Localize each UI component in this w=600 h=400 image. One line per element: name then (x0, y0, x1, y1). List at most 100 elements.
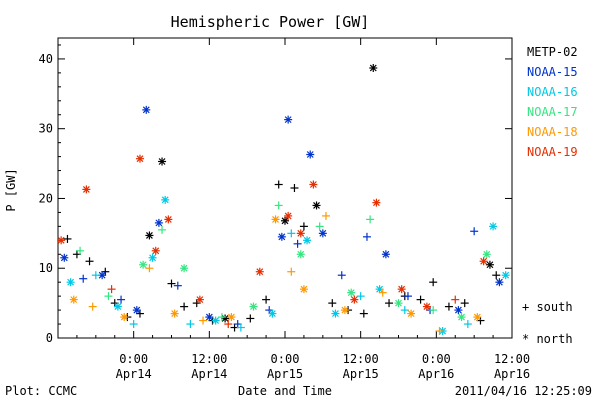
legend-noaa-17: NOAA-17 (527, 105, 578, 119)
x-tick-date: Apr15 (343, 367, 379, 381)
data-point-noaa-19 (284, 211, 293, 220)
data-point-noaa-15 (381, 250, 390, 259)
data-point-noaa-16 (463, 320, 472, 329)
data-point-noaa-19 (164, 215, 173, 224)
data-point-metp-02 (262, 295, 271, 304)
legend-noaa-16: NOAA-16 (527, 85, 578, 99)
data-point-noaa-16 (331, 309, 340, 318)
chart-title: Hemispheric Power [GW] (171, 13, 370, 31)
data-point-noaa-17 (180, 264, 189, 273)
data-point-metp-02 (485, 260, 494, 269)
data-point-noaa-15 (205, 313, 214, 322)
data-point-noaa-15 (306, 150, 315, 159)
data-point-noaa-18 (473, 313, 482, 322)
x-tick-time: 12:00 (343, 352, 379, 366)
data-point-noaa-15 (318, 229, 327, 238)
data-point-metp-02 (63, 234, 72, 243)
x-axis-label: Date and Time (238, 384, 332, 398)
y-axis-label: P [GW] (4, 168, 18, 211)
data-point-noaa-17 (315, 222, 324, 231)
data-point-noaa-15 (403, 292, 412, 301)
data-point-noaa-19 (422, 302, 431, 311)
data-point-noaa-15 (284, 115, 293, 124)
data-point-noaa-16 (236, 323, 245, 332)
data-point-noaa-16 (186, 320, 195, 329)
data-point-noaa-18 (120, 313, 129, 322)
data-point-noaa-15 (470, 227, 479, 236)
legend: METP-02 NOAA-15 NOAA-16 NOAA-17 NOAA-18 NOAA-… (527, 45, 578, 159)
data-point-metp-02 (492, 271, 501, 280)
data-point-noaa-17 (274, 201, 283, 210)
data-point-noaa-16 (356, 292, 365, 301)
data-point-noaa-19 (57, 236, 66, 245)
data-point-noaa-17 (429, 306, 438, 315)
data-point-metp-02 (369, 64, 378, 72)
data-point-metp-02 (180, 302, 189, 311)
data-point-noaa-15 (154, 218, 163, 227)
data-point-metp-02 (429, 278, 438, 287)
legend-noaa-18: NOAA-18 (527, 125, 578, 139)
x-tick-date: Apr16 (494, 367, 530, 381)
data-point-noaa-16 (148, 253, 157, 262)
data-point-noaa-15 (495, 278, 504, 287)
data-point-noaa-19 (195, 295, 204, 304)
x-tick-time: 0:00 (119, 352, 148, 366)
data-point-noaa-17 (249, 302, 258, 311)
y-tick-label: 20 (39, 191, 53, 205)
y-tick-label: 30 (39, 122, 53, 136)
data-point-noaa-15 (337, 271, 346, 280)
data-point-noaa-19 (397, 285, 406, 294)
data-point-metp-02 (167, 279, 176, 288)
x-axis: 0:00Apr1412:00Apr140:00Apr1512:00Apr150:… (76, 38, 530, 381)
data-point-noaa-16 (66, 278, 75, 287)
data-point-noaa-16 (287, 229, 296, 238)
data-point-noaa-17 (158, 225, 167, 234)
data-point-noaa-16 (489, 222, 498, 231)
data-points (57, 64, 510, 336)
x-tick-date: Apr16 (418, 367, 454, 381)
y-tick-label: 0 (46, 331, 53, 345)
data-point-noaa-17 (76, 246, 85, 255)
data-point-metp-02 (290, 184, 299, 192)
data-point-noaa-15 (277, 232, 286, 241)
data-point-noaa-19 (151, 246, 160, 255)
data-point-noaa-18 (340, 306, 349, 315)
data-point-noaa-19 (224, 320, 233, 329)
legend-south-marker: + south (522, 300, 573, 314)
data-point-noaa-16 (268, 309, 277, 318)
data-point-noaa-17 (104, 292, 113, 301)
data-point-noaa-15 (60, 253, 69, 262)
x-tick-time: 0:00 (422, 352, 451, 366)
x-tick-time: 0:00 (271, 352, 300, 366)
data-point-noaa-18 (170, 309, 179, 318)
data-point-metp-02 (385, 299, 394, 308)
data-point-noaa-16 (303, 236, 312, 245)
y-tick-label: 40 (39, 52, 53, 66)
data-point-metp-02 (274, 180, 283, 189)
plot-timestamp: 2011/04/16 12:25:09 (455, 384, 592, 398)
data-point-noaa-17 (366, 215, 375, 224)
data-point-noaa-16 (501, 271, 510, 280)
data-point-metp-02 (328, 299, 337, 308)
x-tick-time: 12:00 (191, 352, 227, 366)
data-point-noaa-18 (299, 285, 308, 294)
data-point-noaa-19 (372, 198, 381, 207)
data-point-noaa-18 (321, 211, 330, 220)
data-point-noaa-15 (79, 274, 88, 283)
x-tick-time: 12:00 (494, 352, 530, 366)
data-point-metp-02 (158, 157, 167, 166)
y-axis: 0 10 20 30 40 (39, 44, 512, 345)
legend-north-marker: * north (522, 332, 573, 346)
data-point-noaa-19 (135, 154, 144, 163)
data-point-noaa-16 (129, 320, 138, 329)
data-point-metp-02 (221, 314, 230, 323)
legend-noaa-15: NOAA-15 (527, 65, 578, 79)
data-point-noaa-19 (309, 180, 318, 189)
data-point-noaa-18 (407, 309, 416, 318)
data-point-metp-02 (299, 222, 308, 231)
data-point-noaa-18 (227, 313, 236, 322)
data-point-noaa-17 (394, 299, 403, 308)
data-point-noaa-15 (362, 232, 371, 241)
data-point-noaa-17 (347, 288, 356, 297)
